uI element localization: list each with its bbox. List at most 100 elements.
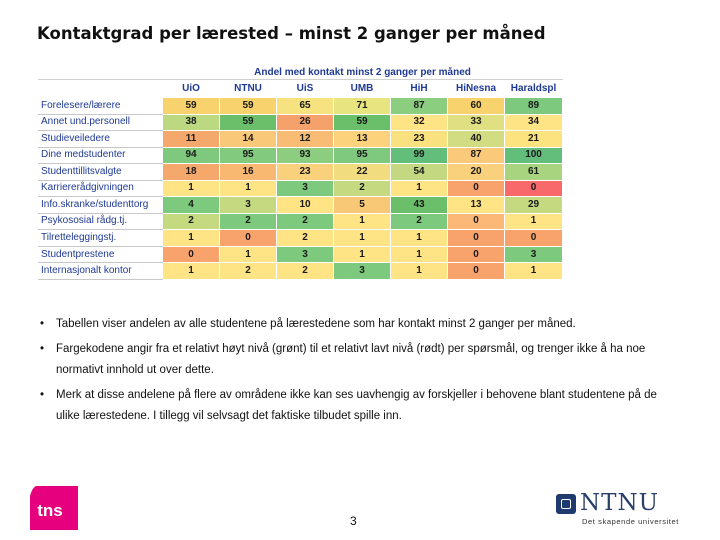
value-cell: 3 [503, 245, 564, 264]
caption-spacer [38, 66, 163, 80]
value-cell: 1 [333, 245, 391, 264]
value-cell: 32 [390, 113, 448, 132]
value-cell: 54 [390, 163, 448, 181]
value-cell: 1 [219, 179, 277, 198]
value-cell: 11 [162, 130, 220, 148]
value-cell: 87 [447, 146, 505, 165]
table-row: Forelesere/lærere 59 59 65 71 87 60 89 [38, 97, 564, 115]
row-label: Info.skranke/studenttorg [38, 196, 163, 214]
value-cell: 1 [162, 262, 220, 280]
bullet-item: • Merk at disse andelene på flere av områ… [40, 385, 660, 427]
column-header-row: UiO NTNU UiS UMB HiH HiNesna Haraldspl [38, 79, 564, 98]
value-cell: 1 [219, 245, 277, 264]
bullet-text: Merk at disse andelene på flere av områd… [56, 389, 657, 422]
value-cell: 0 [447, 262, 505, 280]
bullet-item: • Fargekodene angir fra et relativt høyt … [40, 339, 660, 381]
value-cell: 29 [503, 196, 564, 214]
value-cell: 59 [219, 113, 277, 132]
row-label: Studieveiledere [38, 130, 163, 148]
value-cell: 3 [276, 245, 334, 264]
value-cell: 1 [390, 179, 448, 198]
table-row: Studentprestene 0 1 3 1 1 0 3 [38, 245, 564, 264]
value-cell: 2 [276, 262, 334, 280]
value-cell: 1 [162, 229, 220, 247]
value-cell: 0 [447, 245, 505, 264]
column-header: UMB [333, 79, 391, 98]
value-cell: 2 [162, 212, 220, 231]
tns-logo-text: tns [37, 501, 63, 520]
value-cell: 1 [333, 212, 391, 231]
value-cell: 89 [503, 97, 564, 115]
value-cell: 0 [219, 229, 277, 247]
value-cell: 0 [447, 212, 505, 231]
value-cell: 2 [276, 229, 334, 247]
value-cell: 94 [162, 146, 220, 165]
page-number: 3 [350, 514, 357, 528]
value-cell: 23 [276, 163, 334, 181]
value-cell: 13 [447, 196, 505, 214]
table-body: Forelesere/lærere 59 59 65 71 87 60 89 Annet und… [38, 97, 564, 280]
value-cell: 2 [333, 179, 391, 198]
table-row: Studenttillitsvalgte 18 16 23 22 54 20 61 [38, 163, 564, 181]
value-cell: 1 [162, 179, 220, 198]
table-row: Studieveiledere 11 14 12 13 23 40 21 [38, 130, 564, 148]
value-cell: 1 [390, 245, 448, 264]
value-cell: 2 [219, 212, 277, 231]
value-cell: 22 [333, 163, 391, 181]
ntnu-tagline: Det skapende universitet [582, 517, 679, 526]
value-cell: 60 [447, 97, 505, 115]
value-cell: 95 [219, 146, 277, 165]
value-cell: 99 [390, 146, 448, 165]
value-cell: 59 [162, 97, 220, 115]
column-header: HiNesna [447, 79, 505, 98]
row-label: Dine medstudenter [38, 146, 163, 165]
bullet-dot: • [40, 389, 45, 401]
contact-table: Andel med kontakt minst 2 ganger per mån… [38, 66, 564, 280]
bullet-text: Tabellen viser andelen av alle studenten… [56, 318, 576, 330]
value-cell: 1 [390, 229, 448, 247]
value-cell: 3 [219, 196, 277, 214]
value-cell: 0 [447, 229, 505, 247]
column-header: UiO [162, 79, 220, 98]
tns-logo: tns [30, 486, 78, 530]
value-cell: 3 [276, 179, 334, 198]
value-cell: 1 [503, 262, 564, 280]
row-label: Tilretteleggingstj. [38, 229, 163, 247]
value-cell: 2 [276, 212, 334, 231]
column-header: HiH [390, 79, 448, 98]
slide-title: Kontaktgrad per lærested – minst 2 gange… [37, 24, 546, 43]
bullet-dot: • [40, 318, 45, 330]
value-cell: 38 [162, 113, 220, 132]
row-label: Karriererådgivningen [38, 179, 163, 198]
value-cell: 34 [503, 113, 564, 132]
value-cell: 20 [447, 163, 505, 181]
table-row: Dine medstudenter 94 95 93 95 99 87 100 [38, 146, 564, 165]
value-cell: 93 [276, 146, 334, 165]
column-header: NTNU [219, 79, 277, 98]
table-row: Internasjonalt kontor 1 2 2 3 1 0 1 [38, 262, 564, 280]
value-cell: 2 [219, 262, 277, 280]
value-cell: 0 [503, 229, 564, 247]
value-cell: 33 [447, 113, 505, 132]
table-row: Tilretteleggingstj. 1 0 2 1 1 0 0 [38, 229, 564, 247]
row-label: Internasjonalt kontor [38, 262, 163, 280]
value-cell: 14 [219, 130, 277, 148]
value-cell: 12 [276, 130, 334, 148]
row-label: Annet und.personell [38, 113, 163, 132]
table-caption: Andel med kontakt minst 2 ganger per mån… [161, 66, 564, 80]
value-cell: 40 [447, 130, 505, 148]
row-label: Forelesere/lærere [38, 97, 163, 115]
value-cell: 3 [333, 262, 391, 280]
value-cell: 61 [503, 163, 564, 181]
ntnu-logo: NTNU Det skapende universitet [556, 490, 686, 526]
column-header: UiS [276, 79, 334, 98]
value-cell: 23 [390, 130, 448, 148]
value-cell: 21 [503, 130, 564, 148]
table-row: Info.skranke/studenttorg 4 3 10 5 43 13 29 [38, 196, 564, 214]
value-cell: 59 [219, 97, 277, 115]
value-cell: 1 [503, 212, 564, 231]
ntnu-logo-icon [556, 494, 576, 514]
ntnu-wordmark: NTNU [580, 490, 659, 516]
value-cell: 26 [276, 113, 334, 132]
value-cell: 71 [333, 97, 391, 115]
